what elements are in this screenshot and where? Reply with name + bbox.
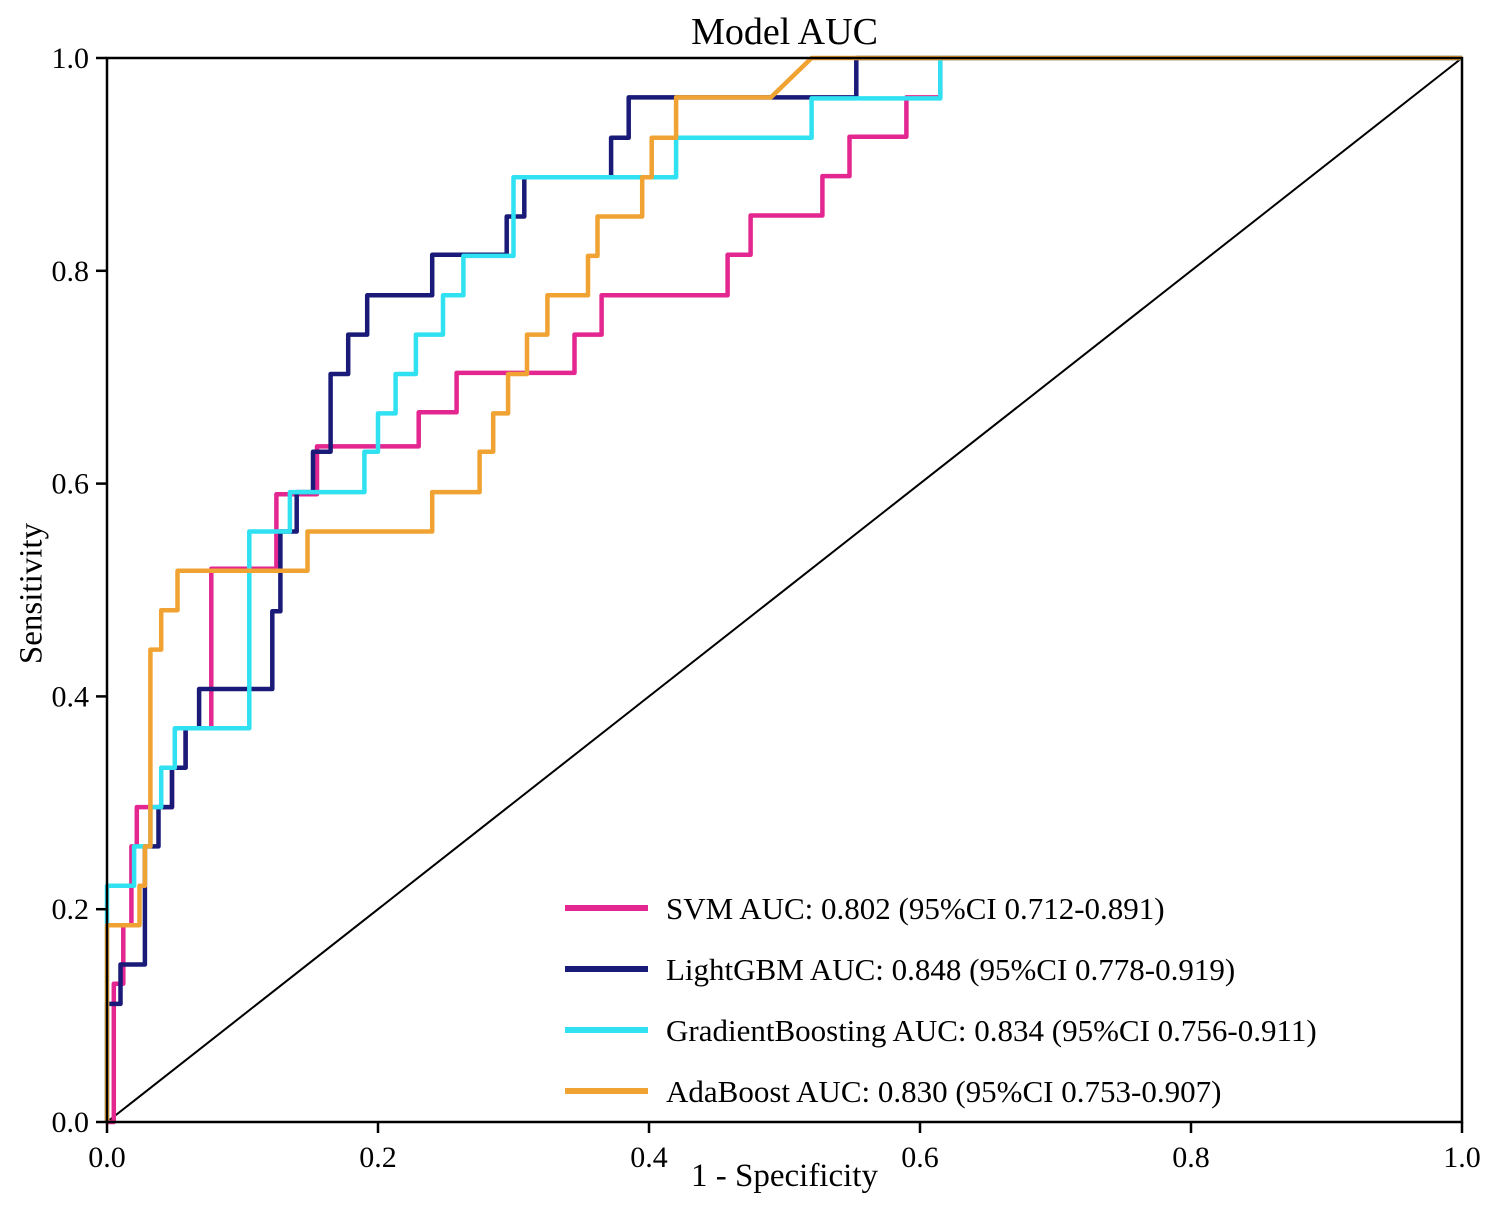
x-tick-label: 0.2	[359, 1141, 397, 1174]
x-tick-label: 0.0	[88, 1141, 126, 1174]
y-tick-label: 1.0	[52, 42, 90, 75]
x-axis-label: 1 - Specificity	[691, 1158, 878, 1194]
legend-label-lightgbm: LightGBM AUC: 0.848 (95%CI 0.778-0.919)	[666, 952, 1235, 987]
y-tick-label: 0.8	[52, 255, 90, 288]
y-tick-label: 0.0	[52, 1106, 90, 1139]
y-axis-label: Sensitivity	[13, 522, 50, 665]
legend-label-gradientboosting: GradientBoosting AUC: 0.834 (95%CI 0.756…	[666, 1013, 1317, 1048]
roc-curve-gradientboosting	[104, 55, 1462, 1122]
y-tick-label: 0.4	[52, 680, 90, 713]
reference-diagonal-line	[106, 57, 1463, 1123]
chart-title: Model AUC	[691, 11, 878, 53]
x-tick-label: 0.6	[901, 1141, 939, 1174]
x-tick-label: 1.0	[1443, 1141, 1481, 1174]
y-tick-label: 0.2	[52, 893, 90, 926]
plot-border	[105, 56, 1464, 1124]
y-tick-label: 0.6	[52, 468, 90, 501]
x-tick-label: 0.8	[1172, 1141, 1210, 1174]
legend-label-adaboost: AdaBoost AUC: 0.830 (95%CI 0.753-0.907)	[666, 1074, 1221, 1109]
legend-label-svm: SVM AUC: 0.802 (95%CI 0.712-0.891)	[666, 891, 1165, 926]
roc-curve-adaboost	[104, 55, 1462, 1122]
x-tick-label: 0.4	[630, 1141, 668, 1174]
